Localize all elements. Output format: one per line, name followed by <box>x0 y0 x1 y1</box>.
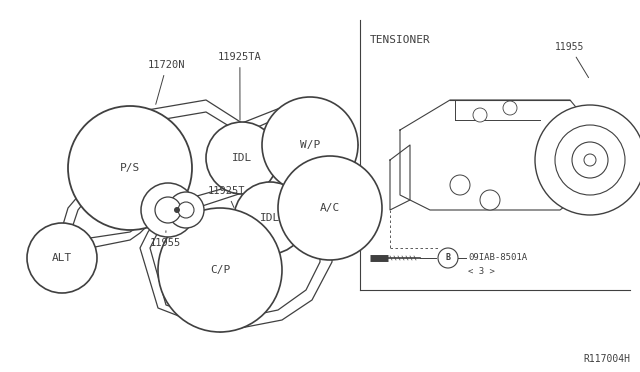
Text: A/C: A/C <box>320 203 340 213</box>
Text: R117004H: R117004H <box>583 354 630 364</box>
Circle shape <box>555 125 625 195</box>
Circle shape <box>158 208 282 332</box>
Circle shape <box>503 101 517 115</box>
Text: P/S: P/S <box>120 163 140 173</box>
Text: IDL: IDL <box>232 153 252 163</box>
Circle shape <box>480 190 500 210</box>
Polygon shape <box>400 100 580 210</box>
Circle shape <box>535 105 640 215</box>
Text: 11720N: 11720N <box>148 60 186 104</box>
Circle shape <box>155 197 181 223</box>
Circle shape <box>178 202 194 218</box>
Circle shape <box>206 122 278 194</box>
Text: TENSIONER: TENSIONER <box>370 35 431 45</box>
Circle shape <box>438 248 458 268</box>
Circle shape <box>572 142 608 178</box>
Circle shape <box>450 175 470 195</box>
Polygon shape <box>390 145 410 210</box>
Text: < 3 >: < 3 > <box>468 267 495 276</box>
Circle shape <box>68 106 192 230</box>
Text: 11925T: 11925T <box>208 186 246 208</box>
Text: ALT: ALT <box>52 253 72 263</box>
Text: 11955: 11955 <box>556 42 589 78</box>
Circle shape <box>27 223 97 293</box>
Circle shape <box>262 97 358 193</box>
Text: B: B <box>445 253 451 263</box>
Circle shape <box>234 182 306 254</box>
Text: 11925TA: 11925TA <box>218 52 262 120</box>
Circle shape <box>168 192 204 228</box>
Circle shape <box>174 207 180 213</box>
Circle shape <box>141 183 195 237</box>
Text: IDL: IDL <box>260 213 280 223</box>
Circle shape <box>584 154 596 166</box>
Text: W/P: W/P <box>300 140 320 150</box>
Circle shape <box>473 108 487 122</box>
Text: 09IAB-8501A: 09IAB-8501A <box>468 253 527 263</box>
Text: C/P: C/P <box>210 265 230 275</box>
Text: 11955: 11955 <box>150 231 181 248</box>
Circle shape <box>278 156 382 260</box>
